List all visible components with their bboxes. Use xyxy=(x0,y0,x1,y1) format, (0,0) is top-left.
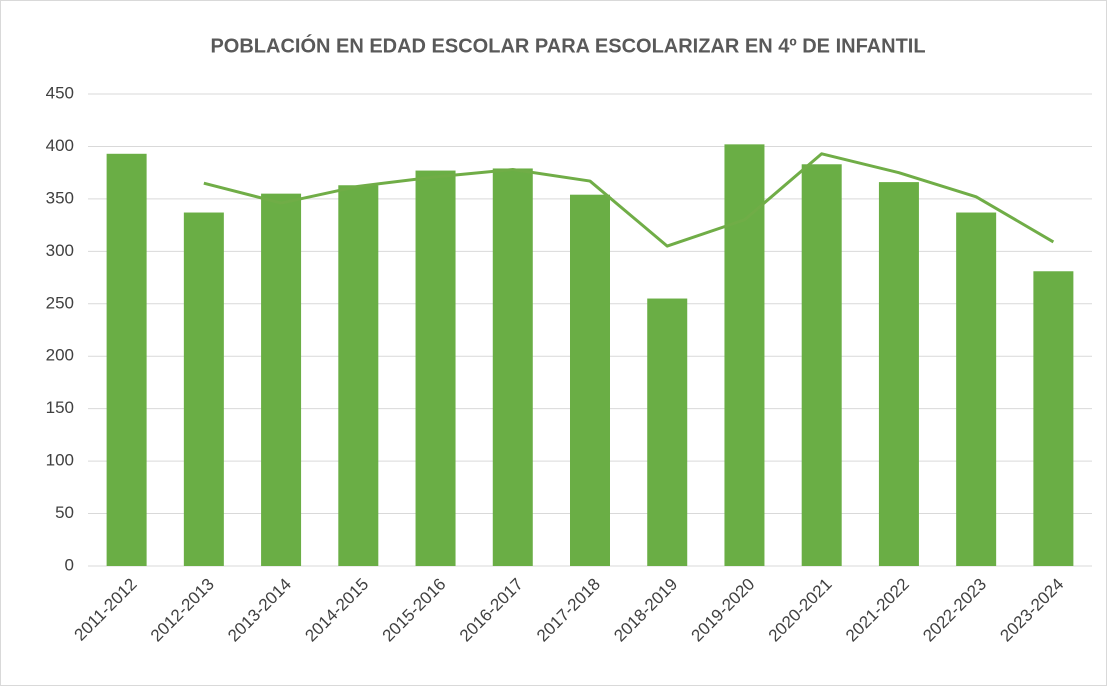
bar xyxy=(106,153,147,566)
bar xyxy=(801,164,842,566)
bar xyxy=(261,193,302,566)
y-tick-label: 300 xyxy=(46,241,74,260)
y-tick-label: 100 xyxy=(46,451,74,470)
y-tick-label: 450 xyxy=(46,83,74,102)
y-tick-label: 250 xyxy=(46,293,74,312)
bar xyxy=(492,168,533,566)
bar xyxy=(647,298,688,566)
y-tick-label: 400 xyxy=(46,136,74,155)
y-tick-label: 0 xyxy=(65,555,74,574)
bar xyxy=(1033,271,1074,566)
y-tick-label: 50 xyxy=(55,503,74,522)
bar xyxy=(724,144,765,566)
bar xyxy=(338,185,379,566)
line xyxy=(203,152,1055,248)
y-tick-label: 350 xyxy=(46,188,74,207)
y-tick-label: 200 xyxy=(46,346,74,365)
chart-title: POBLACIÓN EN EDAD ESCOLAR PARA ESCOLARIZ… xyxy=(210,33,925,57)
bar xyxy=(183,212,224,566)
bar xyxy=(415,170,456,566)
y-tick-label: 150 xyxy=(46,398,74,417)
bar xyxy=(570,194,610,566)
bar xyxy=(878,182,919,566)
bar xyxy=(956,212,997,566)
